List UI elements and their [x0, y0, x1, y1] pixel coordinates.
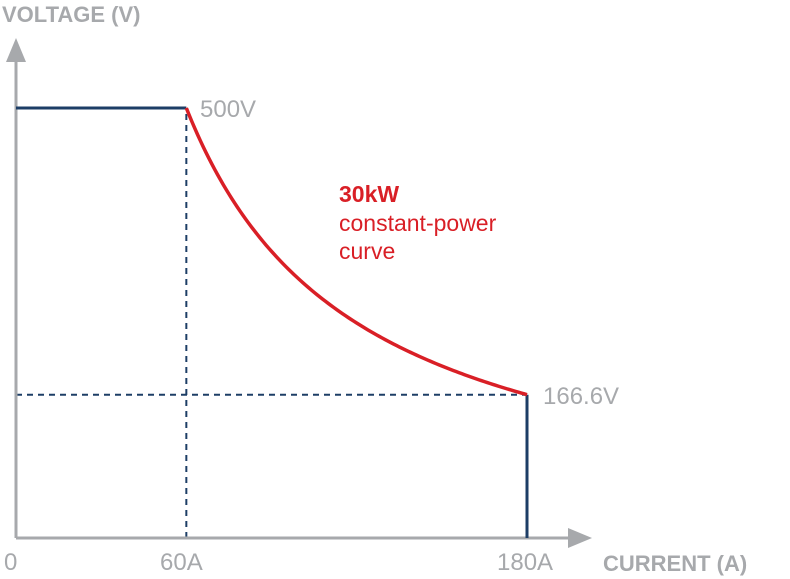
point-label-500v: 500V — [200, 96, 256, 123]
annotation-line-1: constant-power — [339, 210, 497, 236]
x-tick-label-180a: 180A — [497, 549, 553, 576]
x-axis-arrow-icon — [568, 528, 592, 548]
x-tick-label-60a: 60A — [160, 549, 203, 576]
y-axis-title: VOLTAGE (V) — [2, 2, 141, 27]
guide-lines — [16, 108, 527, 538]
series-lines — [16, 106, 529, 538]
constant-power-curve — [184, 107, 528, 397]
x-tick-label-0: 0 — [4, 549, 17, 576]
x-axis-title: CURRENT (A) — [603, 551, 747, 576]
annotation-power: 30kW — [339, 181, 399, 207]
annotation-line-2: curve — [339, 238, 395, 264]
y-axis-arrow-icon — [6, 38, 26, 62]
point-label-166-6v: 166.6V — [543, 383, 619, 410]
axes — [6, 38, 592, 548]
